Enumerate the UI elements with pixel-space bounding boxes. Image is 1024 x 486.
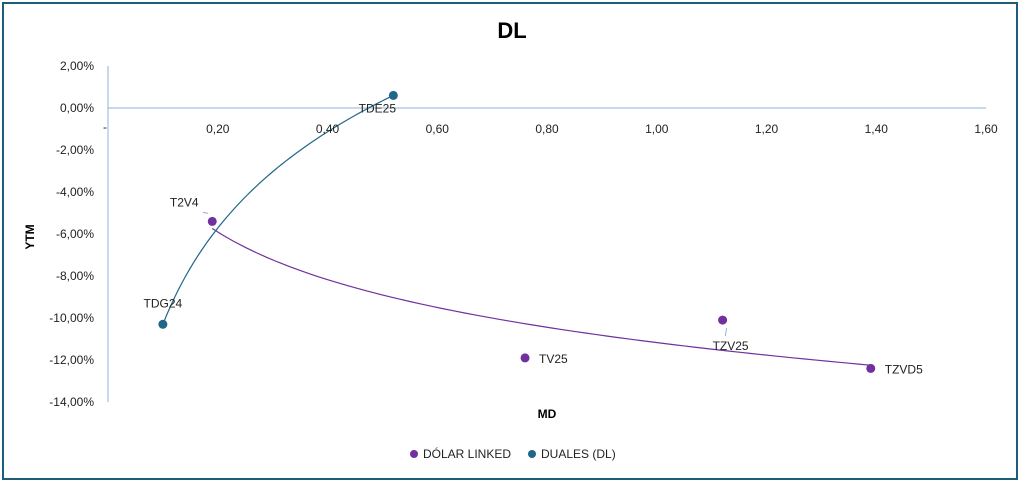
label-leader-line — [724, 328, 728, 337]
data-label: TZVD5 — [885, 362, 923, 376]
x-tick-label: 0,80 — [535, 122, 559, 136]
y-tick-label: -12,00% — [49, 353, 94, 367]
x-axis-title: MD — [538, 407, 557, 421]
data-label: T2V4 — [170, 195, 199, 209]
y-tick-label: -14,00% — [49, 395, 94, 409]
x-tick-label: 1,20 — [755, 122, 779, 136]
data-point[interactable] — [520, 353, 530, 363]
data-label: TDE25 — [359, 101, 397, 115]
label-leader-line — [202, 211, 209, 214]
x-tick-label: 1,60 — [974, 122, 998, 136]
data-point[interactable] — [718, 315, 728, 325]
data-point[interactable] — [158, 319, 168, 329]
x-tick-label: - — [103, 120, 107, 134]
y-tick-label: -10,00% — [49, 311, 94, 325]
data-label: TZV25 — [713, 339, 749, 353]
data-label: TDG24 — [144, 296, 183, 310]
data-label: TV25 — [539, 352, 568, 366]
legend-label: DUALES (DL) — [541, 447, 616, 461]
chart-title: DL — [497, 18, 526, 43]
y-tick-label: -2,00% — [56, 143, 94, 157]
y-axis-title: YTM — [23, 224, 37, 249]
y-tick-label: 2,00% — [60, 59, 94, 73]
data-point[interactable] — [388, 90, 398, 100]
x-tick-label: 0,20 — [206, 122, 230, 136]
x-tick-label: 0,40 — [316, 122, 340, 136]
x-tick-label: 0,60 — [426, 122, 450, 136]
y-tick-label: 0,00% — [60, 101, 94, 115]
trendline-d-lar-linked — [211, 227, 871, 366]
data-point[interactable] — [207, 216, 217, 226]
y-tick-label: -8,00% — [56, 269, 94, 283]
legend-label: DÓLAR LINKED — [423, 446, 511, 461]
y-tick-label: -4,00% — [56, 185, 94, 199]
x-tick-label: 1,40 — [865, 122, 889, 136]
chart-frame — [2, 2, 1018, 480]
x-tick-label: 1,00 — [645, 122, 669, 136]
legend-marker — [528, 450, 536, 458]
legend-marker — [410, 450, 418, 458]
data-point[interactable] — [866, 363, 876, 373]
trendline-duales-dl- — [162, 94, 394, 325]
y-tick-label: -6,00% — [56, 227, 94, 241]
